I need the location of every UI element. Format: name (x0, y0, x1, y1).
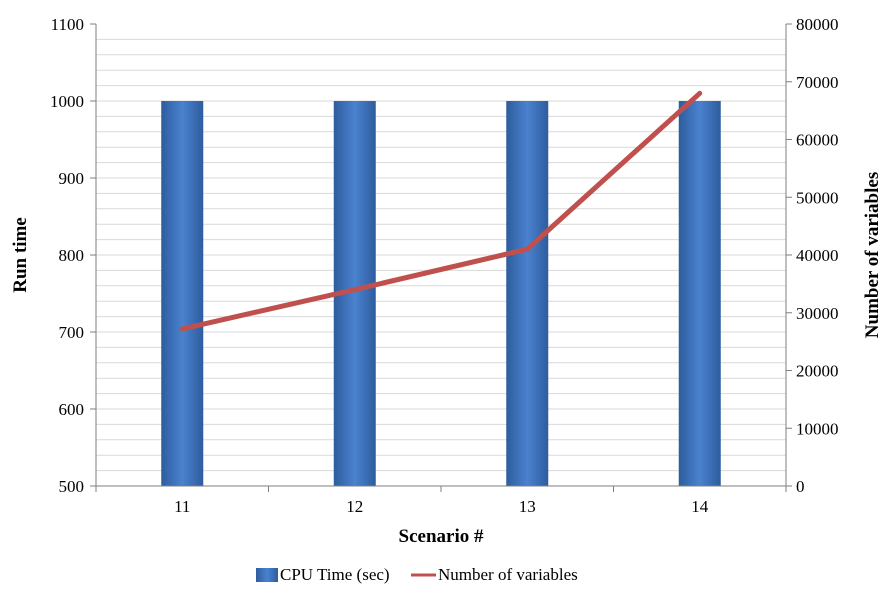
y-tick-label: 900 (59, 169, 85, 188)
x-tick-label: 13 (519, 497, 536, 516)
y-tick-label: 800 (59, 246, 85, 265)
line-number-of-variables (179, 90, 703, 332)
y-tick-label: 700 (59, 323, 85, 342)
y-axis-ticks: 500 600 700 800 900 1000 1100 (50, 15, 84, 496)
axes (90, 23, 792, 492)
y-tick-label: 1000 (50, 92, 84, 111)
bar-cpu-time (506, 101, 549, 486)
legend: CPU Time (sec) Number of variables (256, 565, 578, 584)
x-axis-title: Scenario # (399, 526, 484, 547)
y2-tick-label: 40000 (796, 246, 839, 265)
bar-series (161, 101, 721, 486)
y2-tick-label: 70000 (796, 73, 839, 92)
y2-tick-label: 20000 (796, 362, 839, 381)
x-axis-ticks: 11 12 13 14 (174, 497, 709, 516)
line-series (179, 90, 703, 332)
x-tick-label: 11 (174, 497, 190, 516)
x-tick-label: 14 (691, 497, 709, 516)
y-tick-label: 600 (59, 400, 85, 419)
legend-swatch-cpu-time (256, 568, 278, 582)
y2-tick-label: 10000 (796, 419, 839, 438)
y2-tick-label: 30000 (796, 304, 839, 323)
y-tick-label: 1100 (51, 15, 84, 34)
bar-cpu-time (678, 101, 721, 486)
y2-axis-ticks: 0 10000 20000 30000 40000 50000 60000 70000 8000… (796, 15, 839, 496)
y-axis-title: Run time (10, 217, 31, 292)
x-tick-label: 12 (346, 497, 363, 516)
y2-axis-title: Number of variables (862, 172, 882, 338)
y-tick-label: 500 (59, 477, 85, 496)
y2-tick-label: 60000 (796, 131, 839, 150)
y2-tick-label: 50000 (796, 188, 839, 207)
legend-label-cpu-time: CPU Time (sec) (280, 565, 390, 584)
bar-cpu-time (161, 101, 204, 486)
legend-label-number-of-variables: Number of variables (438, 565, 578, 584)
y2-tick-label: 80000 (796, 15, 839, 34)
y2-tick-label: 0 (796, 477, 805, 496)
